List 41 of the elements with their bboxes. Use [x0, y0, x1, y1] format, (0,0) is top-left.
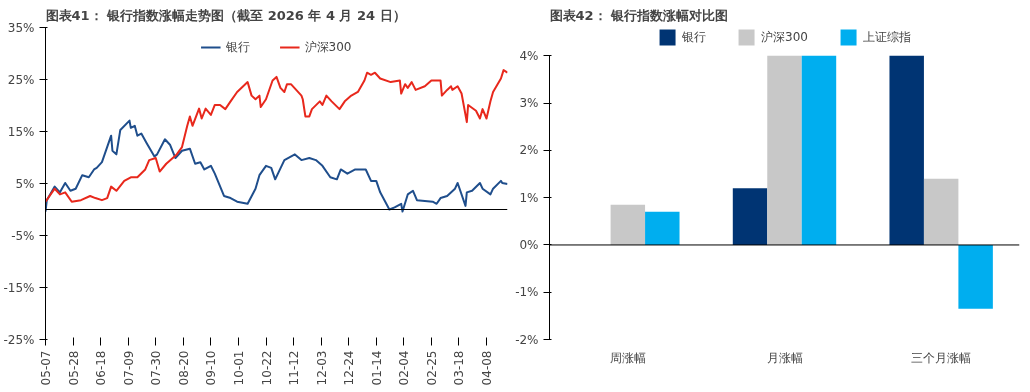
- y-tick-label: 2%: [519, 143, 539, 158]
- y-tick-label: 3%: [519, 96, 539, 111]
- x-tick-label: 11-12: [287, 350, 302, 386]
- chart-title: 图表42： 银行指数涨幅对比图: [549, 7, 729, 23]
- y-tick-label: 1%: [519, 190, 539, 205]
- y-tick-label: 4%: [519, 48, 539, 63]
- x-tick-label: 05-28: [66, 350, 81, 386]
- x-tick-label: 07-09: [121, 350, 136, 386]
- x-tick-label: 10-01: [231, 350, 246, 386]
- x-tick-label: 12-03: [314, 350, 329, 386]
- legend-label: 银行: [225, 38, 250, 56]
- y-tick-label: -1%: [515, 285, 539, 300]
- y-tick-label: 5%: [15, 176, 35, 191]
- legend-label: 银行: [682, 28, 707, 46]
- legend-label: 上证综指: [862, 28, 911, 46]
- y-tick-label: 15%: [7, 124, 35, 139]
- y-tick-label: -15%: [3, 280, 35, 295]
- x-tick-label: 01-14: [369, 350, 384, 386]
- y-tick-label: -25%: [3, 332, 35, 347]
- legend-label: 沪深300: [761, 28, 808, 46]
- x-tick-label: 02-25: [424, 350, 439, 386]
- x-tick-label: 03-18: [452, 350, 467, 386]
- x-tick-label: 三个月涨幅: [911, 350, 972, 365]
- legend-label: 沪深300: [304, 38, 352, 56]
- x-tick-label: 06-18: [94, 350, 109, 386]
- y-tick-label: 35%: [7, 20, 35, 35]
- x-tick-label: 10-22: [259, 350, 274, 386]
- y-tick-label: -5%: [11, 228, 35, 243]
- y-tick-label: -2%: [515, 332, 539, 347]
- x-tick-label: 月涨幅: [766, 350, 803, 365]
- x-tick-label: 09-10: [204, 350, 219, 386]
- x-tick-label: 12-24: [342, 350, 357, 386]
- x-tick-label: 05-07: [39, 350, 53, 386]
- y-tick-label: 25%: [7, 72, 35, 87]
- x-tick-label: 周涨幅: [609, 350, 646, 365]
- x-tick-label: 04-08: [480, 350, 494, 386]
- x-tick-label: 08-20: [176, 350, 191, 386]
- y-tick-label: 0%: [519, 237, 539, 252]
- x-tick-label: 02-04: [397, 350, 412, 386]
- chart-title: 图表41： 银行指数涨幅走势图（截至 2026 年 4 月 24 日）: [45, 7, 406, 23]
- x-tick-label: 07-30: [149, 350, 164, 386]
